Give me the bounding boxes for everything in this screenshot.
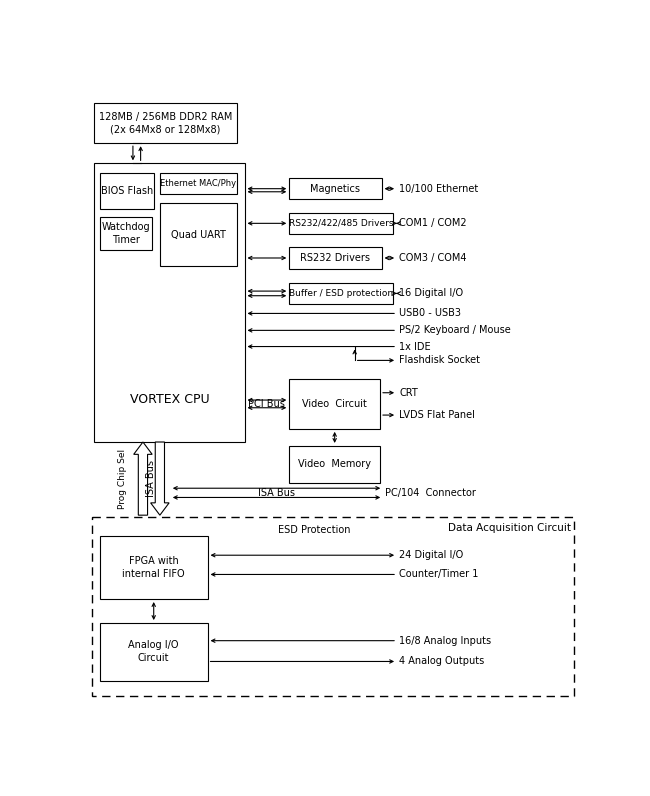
Text: 16/8 Analog Inputs: 16/8 Analog Inputs: [399, 636, 491, 646]
Text: LVDS Flat Panel: LVDS Flat Panel: [399, 410, 475, 420]
Bar: [94, 103, 237, 143]
Bar: [289, 283, 393, 304]
Text: Quad UART: Quad UART: [171, 230, 226, 240]
Text: Watchdog
Timer: Watchdog Timer: [101, 222, 150, 245]
Text: PCI Bus: PCI Bus: [248, 399, 285, 409]
Polygon shape: [134, 442, 152, 515]
Bar: [289, 213, 393, 234]
Text: ESD Protection: ESD Protection: [278, 525, 350, 535]
Bar: [289, 178, 382, 200]
Bar: [92, 517, 574, 696]
Text: COM1 / COM2: COM1 / COM2: [399, 218, 467, 228]
Text: 1x IDE: 1x IDE: [399, 341, 431, 352]
Bar: [289, 248, 382, 269]
Text: Buffer / ESD protection: Buffer / ESD protection: [289, 289, 393, 298]
Text: Prog Chip Sel: Prog Chip Sel: [118, 448, 127, 509]
Polygon shape: [151, 442, 169, 515]
Bar: [289, 379, 380, 429]
Text: Flashdisk Socket: Flashdisk Socket: [399, 355, 480, 365]
Bar: [100, 623, 207, 681]
Text: Magnetics: Magnetics: [311, 184, 361, 193]
Text: FPGA with
internal FIFO: FPGA with internal FIFO: [122, 556, 185, 579]
Bar: [100, 217, 152, 249]
Text: ISA Bus: ISA Bus: [146, 460, 157, 497]
Bar: [94, 163, 244, 442]
Text: Counter/Timer 1: Counter/Timer 1: [399, 569, 478, 579]
Text: CRT: CRT: [399, 388, 418, 398]
Text: 16 Digital I/O: 16 Digital I/O: [399, 288, 463, 298]
Text: RS232 Drivers: RS232 Drivers: [300, 253, 370, 263]
Text: 128MB / 256MB DDR2 RAM
(2x 64Mx8 or 128Mx8): 128MB / 256MB DDR2 RAM (2x 64Mx8 or 128M…: [99, 111, 232, 135]
Text: USB0 - USB3: USB0 - USB3: [399, 308, 461, 318]
Text: BIOS Flash: BIOS Flash: [101, 186, 153, 196]
Bar: [160, 203, 237, 267]
Text: VORTEX CPU: VORTEX CPU: [130, 393, 209, 406]
Text: Ethernet MAC/Phy: Ethernet MAC/Phy: [161, 179, 237, 188]
Bar: [100, 536, 207, 599]
Text: PC/104  Connector: PC/104 Connector: [385, 488, 476, 498]
Bar: [289, 446, 380, 483]
Bar: [160, 173, 237, 194]
Text: 24 Digital I/O: 24 Digital I/O: [399, 550, 463, 560]
Text: Analog I/O
Circuit: Analog I/O Circuit: [129, 640, 179, 663]
Text: PS/2 Keyboard / Mouse: PS/2 Keyboard / Mouse: [399, 326, 511, 335]
Text: Data Acquisition Circuit: Data Acquisition Circuit: [448, 523, 571, 533]
Text: RS232/422/485 Drivers: RS232/422/485 Drivers: [289, 219, 393, 228]
Text: Video  Circuit: Video Circuit: [302, 399, 367, 409]
Text: 4 Analog Outputs: 4 Analog Outputs: [399, 657, 485, 666]
Text: 10/100 Ethernet: 10/100 Ethernet: [399, 184, 478, 193]
Text: Video  Memory: Video Memory: [298, 459, 371, 470]
Text: COM3 / COM4: COM3 / COM4: [399, 253, 467, 263]
Bar: [100, 173, 153, 209]
Text: ISA Bus: ISA Bus: [258, 488, 295, 498]
